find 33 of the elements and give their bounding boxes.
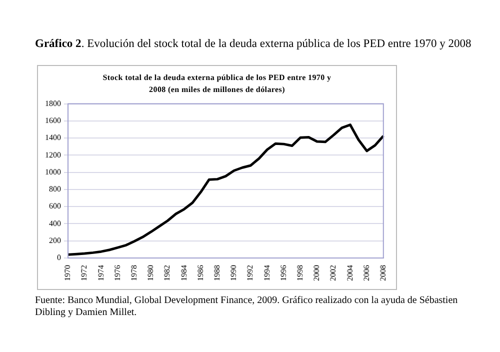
y-tick-label: 1800 xyxy=(45,98,61,108)
x-tick-label: 1986 xyxy=(196,265,205,281)
y-tick-label: 0 xyxy=(57,253,61,262)
source-note: Fuente: Banco Mundial, Global Development Finance, 2009. Gráfico realizado con la ayuda de Sébastien Dibling y Damien Millet. xyxy=(35,295,459,319)
x-tick-label: 1998 xyxy=(295,265,304,281)
x-tick-label: 1988 xyxy=(212,265,222,281)
x-tick-label: 2000 xyxy=(312,265,322,281)
x-tick-label: 1976 xyxy=(112,265,122,281)
x-tick-label: 1984 xyxy=(179,265,188,281)
x-tick-label: 2002 xyxy=(328,265,338,281)
x-tick-label: 1974 xyxy=(96,265,106,281)
x-tick-label: 1992 xyxy=(246,265,255,281)
chart-subtitle: Stock total de la deuda externa pública de los PED entre 1970 y 2008 (en miles de millones de dólares) xyxy=(102,72,332,96)
x-tick-label: 2004 xyxy=(345,265,354,281)
x-tick-label: 1996 xyxy=(278,265,288,281)
y-tick-label: 1200 xyxy=(45,150,61,160)
y-tick-label: 800 xyxy=(49,184,61,194)
y-tick-label: 1600 xyxy=(45,116,61,126)
x-tick-label: 1980 xyxy=(146,265,156,281)
x-tick-label: 1990 xyxy=(229,265,238,281)
x-tick-label: 2008 xyxy=(378,265,388,281)
x-tick-label: 2006 xyxy=(362,265,371,281)
y-tick-label: 200 xyxy=(49,236,61,245)
chart-title: Gráfico 2. Evolución del stock total de la deuda externa pública de los PED entre 1970 y 2008 xyxy=(35,38,472,50)
x-tick-label: 1982 xyxy=(162,265,172,281)
y-tick-label: 1000 xyxy=(45,167,61,176)
x-tick-label: 1978 xyxy=(129,265,138,281)
x-tick-label: 1994 xyxy=(262,265,272,281)
x-tick-label: 1970 xyxy=(63,265,72,281)
x-tick-label: 1972 xyxy=(80,265,89,281)
y-tick-label: 400 xyxy=(49,218,61,228)
y-tick-label: 600 xyxy=(49,202,61,211)
y-tick-label: 1400 xyxy=(45,133,61,142)
